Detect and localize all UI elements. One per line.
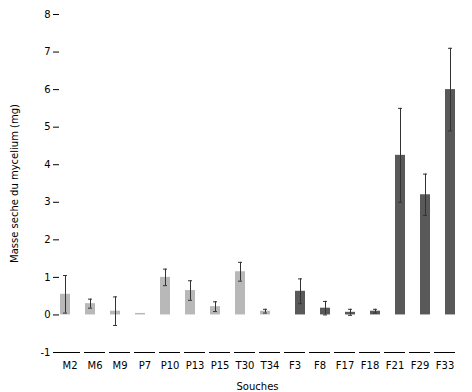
svg-text:M2: M2	[63, 360, 78, 371]
svg-text:M9: M9	[113, 360, 128, 371]
svg-text:1: 1	[44, 272, 50, 283]
svg-text:F3: F3	[289, 360, 301, 371]
svg-text:3: 3	[44, 196, 50, 207]
svg-text:P13: P13	[186, 360, 205, 371]
svg-text:T30: T30	[235, 360, 255, 371]
svg-text:F33: F33	[436, 360, 454, 371]
svg-text:Masse seche du mycelium (mg): Masse seche du mycelium (mg)	[9, 104, 20, 263]
svg-text:-1: -1	[41, 347, 51, 358]
svg-text:2: 2	[44, 234, 50, 245]
svg-text:F8: F8	[314, 360, 326, 371]
svg-text:M6: M6	[88, 360, 103, 371]
svg-text:5: 5	[44, 121, 50, 132]
svg-text:8: 8	[44, 9, 50, 20]
svg-text:P10: P10	[161, 360, 180, 371]
svg-text:6: 6	[44, 84, 50, 95]
svg-text:P15: P15	[211, 360, 230, 371]
svg-text:T34: T34	[260, 360, 280, 371]
svg-text:4: 4	[44, 159, 50, 170]
svg-text:7: 7	[44, 46, 50, 57]
svg-text:F21: F21	[386, 360, 404, 371]
svg-text:Souches: Souches	[236, 381, 278, 392]
svg-text:0: 0	[44, 309, 50, 320]
svg-text:F18: F18	[361, 360, 379, 371]
svg-text:F17: F17	[336, 360, 354, 371]
svg-text:P7: P7	[139, 360, 151, 371]
svg-text:F29: F29	[411, 360, 429, 371]
